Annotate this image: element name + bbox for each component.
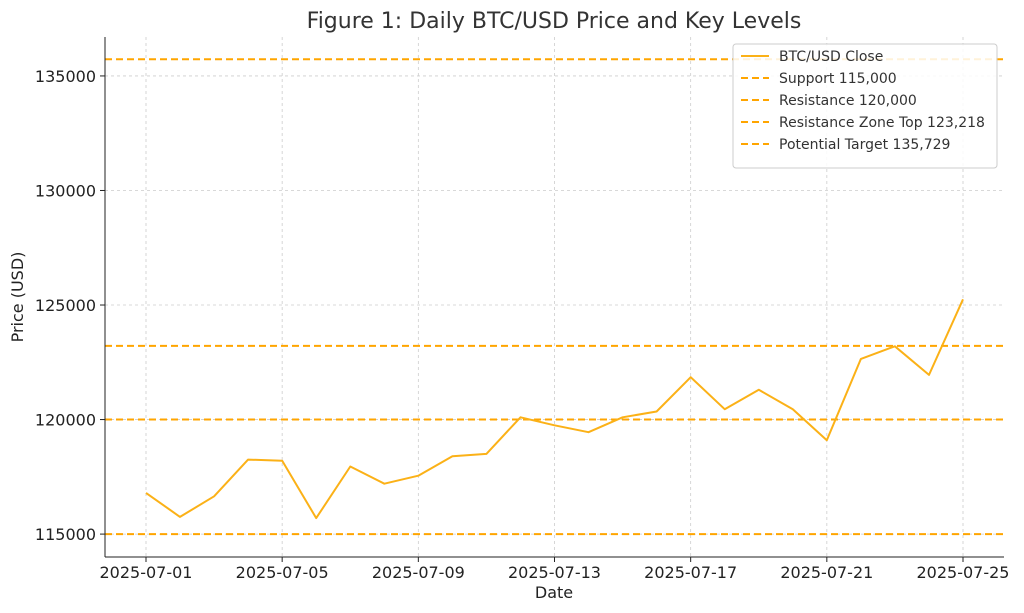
series-line [145,298,964,520]
x-tick-label: 2025-07-09 [372,563,465,582]
legend-label: Support 115,000 [779,71,897,87]
legend-label: BTC/USD Close [779,49,883,65]
grid-layer [105,37,1004,557]
x-tick-label: 2025-07-17 [644,563,737,582]
y-tick-label: 125000 [35,296,96,315]
series-layer [145,298,964,520]
legend-label: Resistance Zone Top 123,218 [779,115,985,131]
y-axis-label: Price (USD) [8,252,27,343]
legend-label: Resistance 120,000 [779,93,917,109]
legend: BTC/USD Close Support 115,000 Resistance 1… [732,43,998,169]
y-tick-label: 135000 [35,67,96,86]
x-tick-label: 2025-07-25 [917,563,1010,582]
y-tick-label: 120000 [35,411,96,430]
x-tick-label: 2025-07-21 [780,563,873,582]
x-tick-label: 2025-07-01 [100,563,193,582]
x-tick-label: 2025-07-05 [236,563,329,582]
tick-labels: 2025-07-01 2025-07-05 2025-07-09 2025-07-13… [35,67,1010,582]
legend-box [732,43,998,169]
axes-layer [100,37,1004,562]
chart-title: Figure 1: Daily BTC/USD Price and Key Le… [307,9,802,34]
legend-label: Potential Target 135,729 [779,137,950,153]
y-tick-label: 130000 [35,181,96,200]
x-axis-label: Date [535,583,573,602]
x-tick-label: 2025-07-13 [508,563,601,582]
y-tick-label: 115000 [35,525,96,544]
